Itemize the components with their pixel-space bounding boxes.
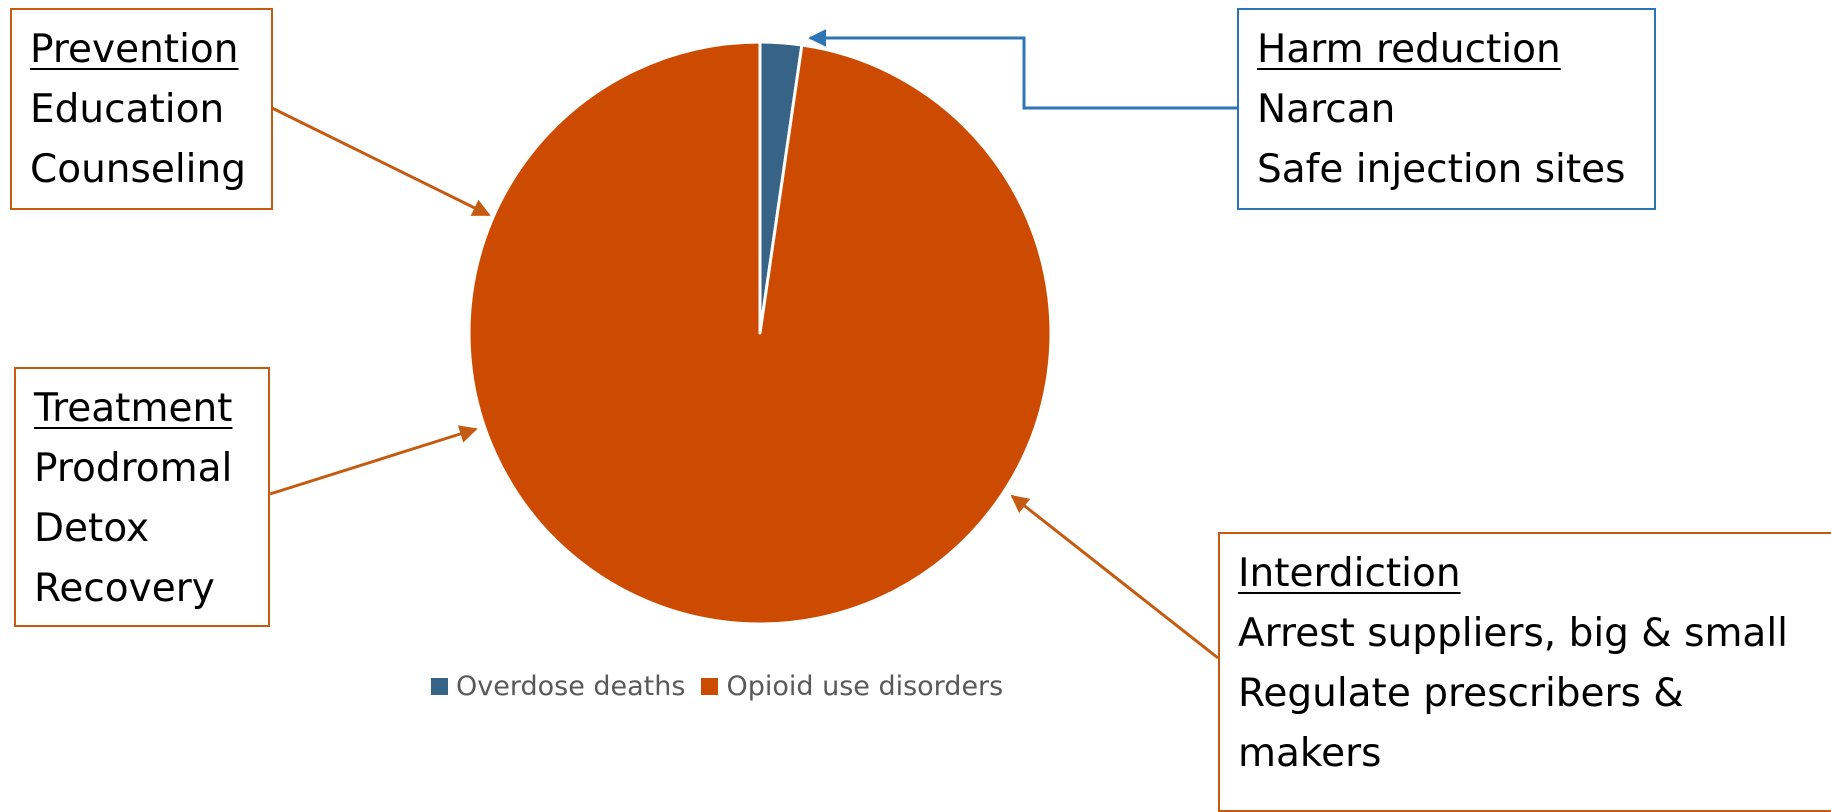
arrow-harm-reduction-to-overdose-slice [808,29,1237,110]
chart-legend: Overdose deaths Opioid use disorders [431,668,1003,704]
legend-swatch-overdose-deaths [431,677,448,695]
pie-slice-opioid-use-disorders [467,40,1053,626]
treatment-item: Recovery [34,566,215,611]
arrow-interdiction-to-pie [1010,494,1219,660]
prevention-callout: Prevention Education Counseling [10,8,273,210]
treatment-heading: Treatment [34,386,233,431]
interdiction-item: Regulate prescribers & [1238,671,1684,716]
harm-reduction-heading: Harm reduction [1257,27,1561,72]
treatment-item: Prodromal [34,446,233,491]
interdiction-item: makers [1238,731,1382,776]
legend-swatch-opioid-use-disorders [701,677,719,695]
pie-slices [467,40,1053,626]
interdiction-item: Arrest suppliers, big & small [1238,611,1788,656]
prevention-item: Education [30,87,225,132]
harm-reduction-callout: Harm reduction Narcan Safe injection sit… [1237,8,1656,210]
harm-reduction-item: Narcan [1257,87,1396,132]
pie-chart [269,29,1237,660]
harm-reduction-item: Safe injection sites [1257,147,1626,192]
interdiction-heading: Interdiction [1238,551,1461,596]
legend-entry-opioid-use-disorders: Opioid use disorders [701,671,1003,702]
prevention-item: Counseling [30,147,246,192]
treatment-item: Detox [34,506,150,551]
treatment-callout: Treatment Prodromal Detox Recovery [14,367,270,627]
arrow-prevention-to-pie [271,106,491,217]
legend-label-overdose-deaths: Overdose deaths [456,670,686,702]
interdiction-callout: Interdiction Arrest suppliers, big & sma… [1218,532,1831,812]
legend-label-opioid-use-disorders: Opioid use disorders [726,670,1004,702]
legend-entry-overdose-deaths: Overdose deaths [431,671,685,702]
arrow-treatment-to-pie [269,425,478,496]
prevention-heading: Prevention [30,27,239,72]
